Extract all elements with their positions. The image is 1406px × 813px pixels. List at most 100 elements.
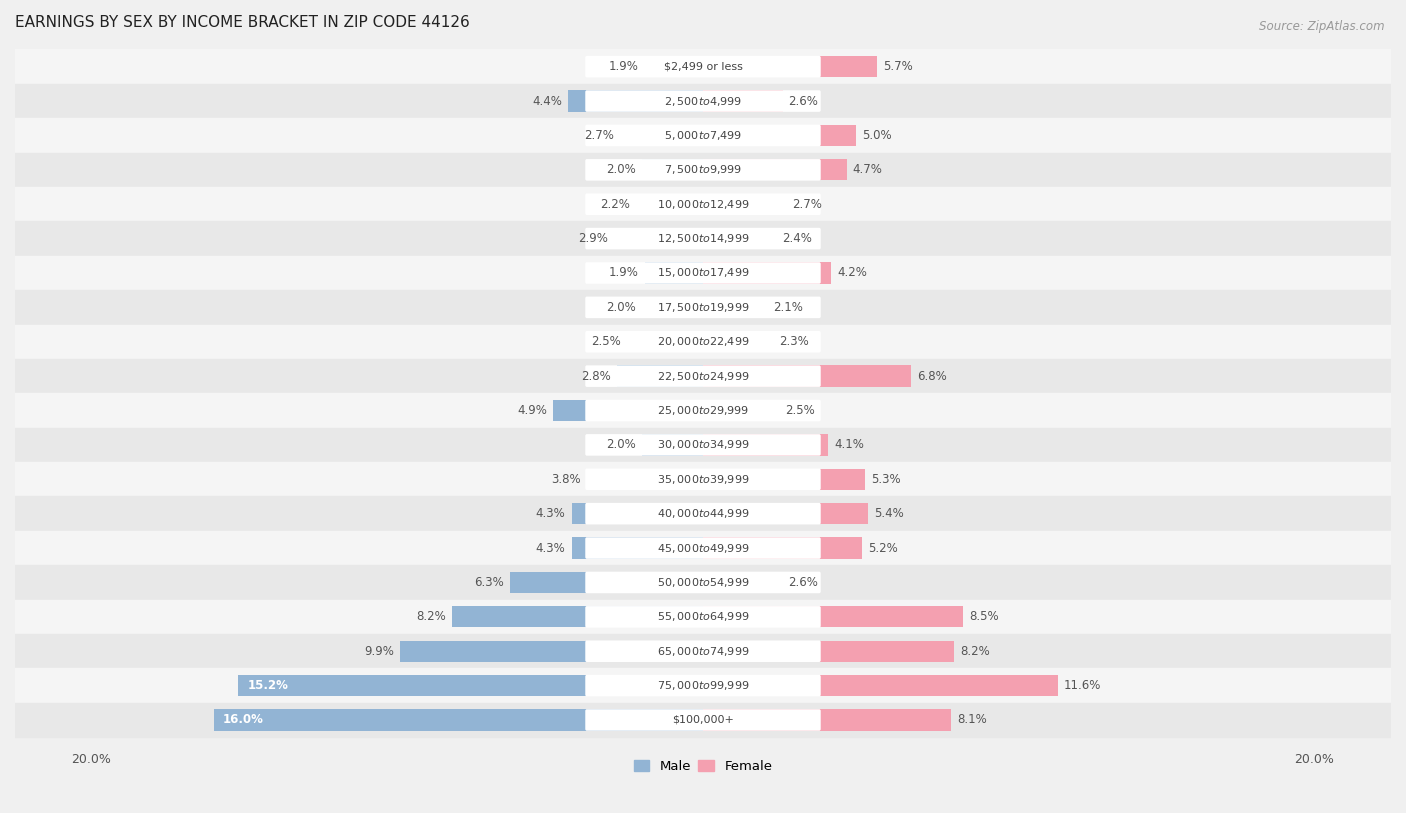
Text: 2.2%: 2.2%	[600, 198, 630, 211]
Bar	[0, 290, 1406, 324]
Text: 4.2%: 4.2%	[838, 267, 868, 280]
Bar	[214, 709, 703, 731]
Bar	[0, 462, 1406, 497]
Text: 2.6%: 2.6%	[789, 94, 818, 107]
FancyBboxPatch shape	[585, 297, 821, 318]
Bar	[643, 159, 703, 180]
Text: 8.2%: 8.2%	[416, 611, 446, 624]
Bar	[0, 600, 1406, 634]
Text: 2.1%: 2.1%	[773, 301, 803, 314]
Text: 2.6%: 2.6%	[789, 576, 818, 589]
Bar	[703, 366, 911, 387]
Bar	[703, 159, 846, 180]
Bar	[703, 297, 768, 318]
Bar	[0, 50, 1406, 84]
Bar	[453, 606, 703, 628]
Text: 2.0%: 2.0%	[606, 163, 636, 176]
FancyBboxPatch shape	[585, 331, 821, 353]
FancyBboxPatch shape	[585, 537, 821, 559]
Text: $20,000 to $22,499: $20,000 to $22,499	[657, 335, 749, 348]
Text: 2.9%: 2.9%	[578, 232, 609, 245]
Text: 2.0%: 2.0%	[606, 301, 636, 314]
FancyBboxPatch shape	[585, 365, 821, 387]
Text: 5.3%: 5.3%	[872, 473, 901, 486]
Bar	[568, 90, 703, 111]
Text: $100,000+: $100,000+	[672, 715, 734, 725]
FancyBboxPatch shape	[585, 572, 821, 593]
Text: 4.3%: 4.3%	[536, 541, 565, 554]
Text: 2.7%: 2.7%	[792, 198, 821, 211]
Bar	[703, 468, 865, 490]
FancyBboxPatch shape	[585, 641, 821, 662]
Bar	[553, 400, 703, 421]
Bar	[703, 709, 950, 731]
Text: $22,500 to $24,999: $22,500 to $24,999	[657, 370, 749, 383]
Text: 11.6%: 11.6%	[1064, 679, 1101, 692]
Bar	[703, 641, 953, 662]
Text: $25,000 to $29,999: $25,000 to $29,999	[657, 404, 749, 417]
Bar	[0, 428, 1406, 462]
Text: 1.9%: 1.9%	[609, 60, 638, 73]
Bar	[614, 228, 703, 250]
Text: 15.2%: 15.2%	[247, 679, 288, 692]
FancyBboxPatch shape	[585, 56, 821, 77]
Bar	[0, 497, 1406, 531]
Bar	[643, 297, 703, 318]
Bar	[636, 193, 703, 215]
Text: $75,000 to $99,999: $75,000 to $99,999	[657, 679, 749, 692]
Text: 2.5%: 2.5%	[786, 404, 815, 417]
Bar	[703, 193, 786, 215]
FancyBboxPatch shape	[585, 468, 821, 490]
FancyBboxPatch shape	[585, 228, 821, 250]
Text: 5.2%: 5.2%	[868, 541, 898, 554]
Text: $7,500 to $9,999: $7,500 to $9,999	[664, 163, 742, 176]
Bar	[703, 675, 1057, 696]
Text: 2.5%: 2.5%	[591, 335, 620, 348]
FancyBboxPatch shape	[585, 606, 821, 628]
Text: 9.9%: 9.9%	[364, 645, 394, 658]
Bar	[703, 537, 862, 559]
Legend: Male, Female: Male, Female	[628, 754, 778, 778]
Bar	[703, 606, 963, 628]
Text: EARNINGS BY SEX BY INCOME BRACKET IN ZIP CODE 44126: EARNINGS BY SEX BY INCOME BRACKET IN ZIP…	[15, 15, 470, 30]
Text: 6.3%: 6.3%	[474, 576, 505, 589]
Bar	[645, 56, 703, 77]
Bar	[586, 468, 703, 490]
Bar	[571, 537, 703, 559]
Bar	[0, 153, 1406, 187]
Bar	[703, 263, 831, 284]
FancyBboxPatch shape	[585, 709, 821, 731]
FancyBboxPatch shape	[585, 400, 821, 421]
Text: $50,000 to $54,999: $50,000 to $54,999	[657, 576, 749, 589]
Text: 8.2%: 8.2%	[960, 645, 990, 658]
FancyBboxPatch shape	[585, 193, 821, 215]
Bar	[510, 572, 703, 593]
Text: $45,000 to $49,999: $45,000 to $49,999	[657, 541, 749, 554]
FancyBboxPatch shape	[585, 434, 821, 456]
Bar	[617, 366, 703, 387]
Bar	[0, 221, 1406, 256]
Bar	[645, 263, 703, 284]
Text: $35,000 to $39,999: $35,000 to $39,999	[657, 473, 749, 486]
Text: $5,000 to $7,499: $5,000 to $7,499	[664, 129, 742, 142]
Bar	[703, 56, 877, 77]
Text: 8.1%: 8.1%	[957, 714, 987, 727]
Bar	[0, 84, 1406, 118]
Text: $40,000 to $44,999: $40,000 to $44,999	[657, 507, 749, 520]
Bar	[0, 702, 1406, 737]
Text: 5.7%: 5.7%	[883, 60, 912, 73]
Text: 4.9%: 4.9%	[517, 404, 547, 417]
Bar	[703, 434, 828, 455]
Bar	[0, 324, 1406, 359]
Text: $2,499 or less: $2,499 or less	[664, 62, 742, 72]
Bar	[627, 331, 703, 352]
Bar	[238, 675, 703, 696]
Text: $65,000 to $74,999: $65,000 to $74,999	[657, 645, 749, 658]
Text: $10,000 to $12,499: $10,000 to $12,499	[657, 198, 749, 211]
Text: $15,000 to $17,499: $15,000 to $17,499	[657, 267, 749, 280]
Text: $17,500 to $19,999: $17,500 to $19,999	[657, 301, 749, 314]
Text: 5.0%: 5.0%	[862, 129, 891, 142]
Text: 4.7%: 4.7%	[853, 163, 883, 176]
Bar	[0, 565, 1406, 600]
Bar	[703, 124, 856, 146]
